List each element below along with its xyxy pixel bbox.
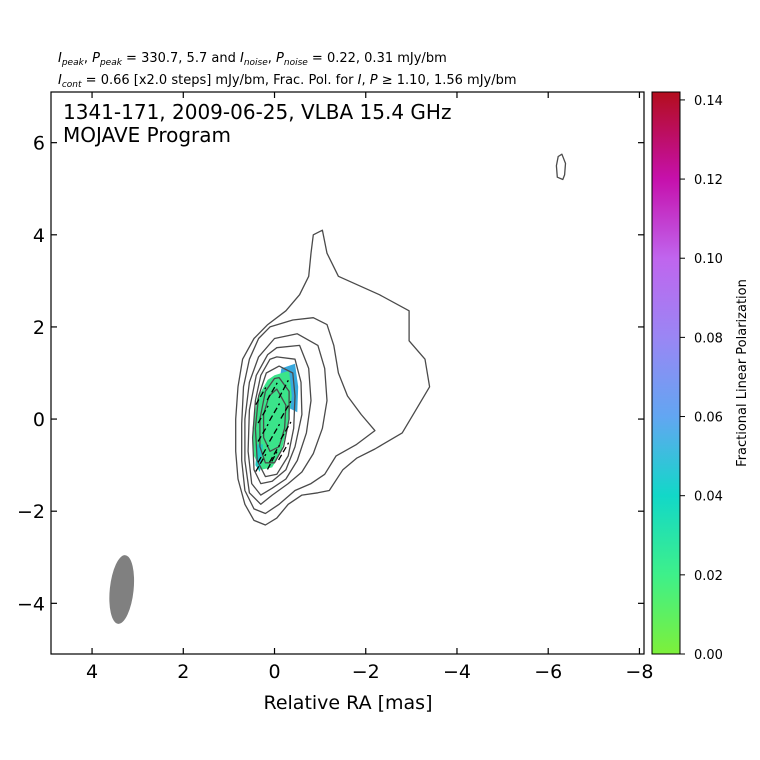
x-tick-label: 2 [177,661,189,683]
chart-subtitle: MOJAVE Program [63,123,231,147]
contour-6 [259,376,290,464]
contour-8 [555,153,567,181]
evpa-vector-5 [280,400,292,419]
header-text-part: P [92,51,100,66]
y-tick-label: −4 [17,593,45,615]
x-tick-label: 4 [86,661,98,683]
header-text-part: peak [61,58,85,68]
y-tick-label: 6 [33,133,45,155]
header-text-part: I [240,51,244,66]
header-text-part: = 330.7, 5.7 and [122,51,240,66]
colorbar [651,91,681,655]
header-text-part: = 0.22, 0.31 mJy/bm [308,51,447,66]
y-tick-label: 2 [33,317,45,339]
colorbar-tick-label: 0.14 [694,94,723,109]
chart-title: 1341-171, 2009-06-25, VLBA 15.4 GHz [63,100,451,124]
evpa-vector-8 [280,421,292,440]
x-tick-label: 0 [268,661,280,683]
header-text-part: ≥ 1.10, 1.56 mJy/bm [378,73,517,88]
header-text-part: cont [62,80,82,90]
header-text-part: P [276,51,284,66]
header-text-part: I [58,51,62,66]
evpa-vector-1 [266,382,278,401]
colorbar-tick-label: 0.10 [694,252,723,267]
header-text-part: I [358,73,362,88]
x-tick-label: −8 [625,661,653,683]
axes: 4 2 0 −2 −4 −6 −8 −4 −2 0 2 4 6 [17,92,653,683]
header-text-part: noise [244,58,268,68]
colorbar-tick-label: 0.02 [694,569,723,584]
evpa-vector-12 [255,453,267,472]
evpa-vector-2 [278,379,289,399]
header-text-part: peak [99,58,123,68]
plot-frame [50,91,645,655]
header-text-part: , [362,73,370,88]
colorbar-axis: 0.00 0.02 0.04 0.06 0.08 0.10 0.12 0.14 [680,94,723,663]
header-text-part: = 0.66 [x2.0 steps] mJy/bm, Frac. Pol. f… [82,73,358,88]
header-text-part: , [84,51,92,66]
y-tick-label: −2 [17,501,45,523]
contour-7 [262,388,287,452]
contour-2 [244,333,328,505]
beam-ellipse [109,555,135,624]
contour-1 [241,317,376,515]
colorbar-tick-label: 0.04 [694,490,723,505]
contour-4 [251,356,303,485]
evpa-vector-3 [257,405,269,424]
colorbar-tick-label: 0.12 [694,173,723,188]
header-text-part: noise [284,58,308,68]
x-tick-label: −2 [352,661,380,683]
evpa-vector-9 [257,444,269,463]
header-text-part: I [58,73,62,88]
colorbar-label: Fractional Linear Polarization [735,279,750,467]
plot-area [109,153,567,624]
header-line-1: Ipeak, Ppeak = 330.7, 5.7 and Inoise, Pn… [58,51,447,68]
evpa-vector-0 [255,387,267,406]
x-axis-label: Relative RA [mas] [263,692,432,714]
contour-0 [235,229,431,526]
colorbar-tick-label: 0.00 [694,648,723,663]
evpa-vector-6 [257,423,269,442]
evpa-vector-7 [268,423,281,442]
header-line-2: Icont = 0.66 [x2.0 steps] mJy/bm, Frac. … [58,73,517,90]
y-tick-label: 4 [33,225,45,247]
header-text-part: P [370,73,378,88]
header-text-part: , [268,51,276,66]
colorbar-tick-label: 0.06 [694,411,723,426]
x-tick-label: −6 [534,661,562,683]
y-tick-label: 0 [33,409,45,431]
evpa-vector-10 [268,444,281,463]
x-tick-label: −4 [443,661,471,683]
contour-3 [247,344,312,496]
evpa-vector-11 [278,442,290,461]
evpa-vector-13 [266,451,278,470]
evpa-vector-4 [268,403,281,422]
colorbar-tick-label: 0.08 [694,331,723,346]
contour-5 [254,365,296,478]
